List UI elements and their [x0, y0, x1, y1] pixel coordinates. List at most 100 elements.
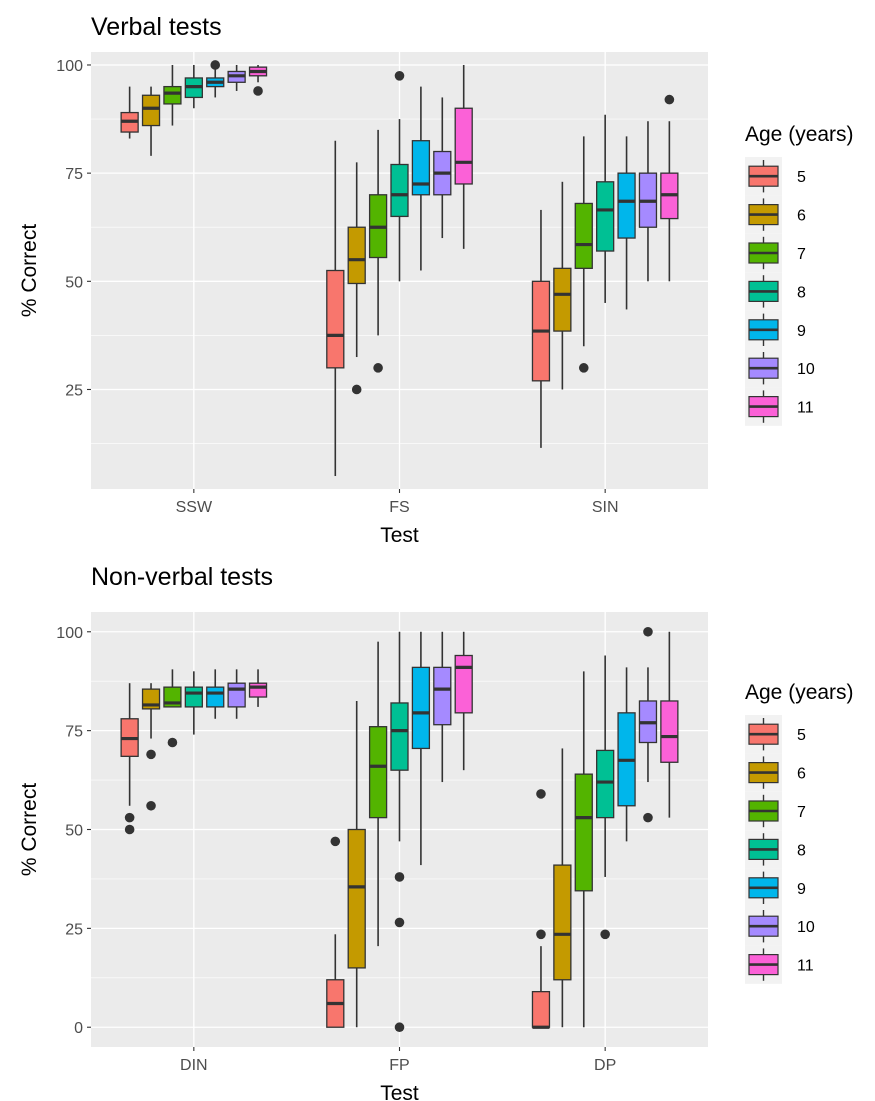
outlier-point: [394, 70, 405, 81]
box-age-10-fp: [433, 631, 452, 783]
outlier-point: [124, 812, 135, 823]
box-age-6-fp: [347, 700, 366, 1028]
legend-item-5: 5: [745, 157, 806, 196]
outlier-point: [167, 737, 178, 748]
legend-label: 7: [797, 804, 806, 821]
box-age-6-sin: [553, 181, 572, 390]
outlier-point: [600, 929, 610, 940]
box-age-5-fs: [326, 140, 345, 477]
chart-title: Non-verbal tests: [91, 563, 273, 591]
legend-title: Age (years): [745, 123, 854, 146]
outlier-point: [351, 384, 362, 395]
box-age-5-din: [120, 683, 139, 835]
box-age-7-din: [163, 669, 182, 748]
legend-item-10: 10: [745, 349, 815, 388]
box-body: [390, 163, 409, 218]
box-body: [596, 181, 615, 252]
box-age-11-fp: [454, 631, 473, 771]
box-age-10-dp: [638, 626, 658, 823]
box-body: [433, 666, 452, 726]
box-age-10-ssw: [227, 64, 246, 91]
legend-label: 11: [797, 958, 814, 975]
legend-item-11: 11: [745, 945, 814, 984]
outlier-point: [664, 94, 675, 105]
box-age-10-fs: [433, 97, 452, 239]
outlier-point: [124, 824, 135, 835]
outlier-point: [643, 626, 653, 637]
legend-label: 11: [797, 400, 814, 417]
legend-item-9: 9: [745, 310, 806, 349]
x-tick-label: FP: [389, 1057, 409, 1074]
outlier-point: [146, 800, 156, 811]
box-age-6-din: [141, 683, 161, 811]
legend-item-8: 8: [745, 272, 806, 311]
box-body: [553, 267, 572, 332]
chart-title: Verbal tests: [91, 13, 222, 41]
outlier-point: [536, 789, 546, 799]
box-age-11-sin: [660, 94, 679, 282]
legend-item-9: 9: [745, 868, 806, 907]
y-tick-label: 75: [65, 724, 83, 741]
box-age-8-dp: [596, 655, 615, 940]
legend: Age (years) 5 6 7 8 9 10 11: [745, 123, 854, 426]
box-age-11-din: [248, 669, 268, 707]
legend-item-7: 7: [745, 233, 806, 273]
box-body: [411, 140, 431, 196]
legend-item-6: 6: [745, 195, 806, 234]
legend-label: 5: [797, 169, 806, 186]
box-body: [368, 726, 388, 819]
y-tick-label: 0: [74, 1020, 83, 1037]
box-body: [184, 686, 203, 708]
y-axis-title: % Correct: [18, 783, 41, 877]
box-body: [596, 749, 615, 819]
legend-label: 9: [797, 323, 806, 340]
box-body: [617, 172, 636, 239]
box-age-11-ssw: [248, 64, 268, 96]
y-tick-label: 25: [65, 382, 83, 399]
legend-item-5: 5: [745, 715, 806, 754]
legend: Age (years) 5 6 7 8 9 10 11: [745, 681, 854, 984]
outlier-point: [578, 363, 589, 373]
box-body: [574, 773, 593, 892]
outlier-point: [146, 749, 156, 760]
outlier-point: [394, 872, 405, 882]
legend-label: 8: [797, 842, 806, 859]
legend-label: 5: [797, 727, 806, 744]
outlier-point: [536, 929, 546, 940]
box-body: [347, 226, 366, 285]
legend-item-10: 10: [745, 907, 815, 946]
box-body: [248, 682, 268, 698]
legend-label: 7: [797, 246, 806, 263]
y-tick-label: 50: [65, 823, 83, 840]
x-tick-label: SIN: [592, 499, 619, 516]
x-tick-label: SSW: [176, 499, 213, 516]
box-age-7-ssw: [163, 64, 182, 126]
box-age-9-din: [206, 669, 225, 719]
box-body: [411, 666, 431, 750]
box-body: [347, 828, 366, 969]
legend-title: Age (years): [745, 681, 854, 704]
box-age-6-fs: [347, 162, 366, 395]
y-tick-label: 75: [65, 166, 83, 183]
outlier-point: [210, 60, 221, 70]
box-age-5-ssw: [120, 86, 139, 139]
box-age-10-sin: [638, 121, 658, 282]
legend-label: 6: [797, 766, 806, 783]
box-age-11-dp: [660, 631, 679, 818]
box-body: [390, 702, 409, 771]
legend-label: 10: [797, 919, 815, 936]
outlier-point: [394, 917, 405, 928]
box-body: [163, 85, 182, 105]
outlier-point: [643, 812, 653, 823]
box-age-9-ssw: [206, 60, 225, 98]
box-age-7-fp: [368, 641, 388, 947]
legend-label: 8: [797, 284, 806, 301]
legend-item-6: 6: [745, 753, 806, 792]
box-age-8-din: [184, 671, 203, 735]
x-axis-title: Test: [380, 1082, 419, 1101]
x-axis-title: Test: [380, 524, 419, 547]
legend-item-8: 8: [745, 830, 806, 869]
